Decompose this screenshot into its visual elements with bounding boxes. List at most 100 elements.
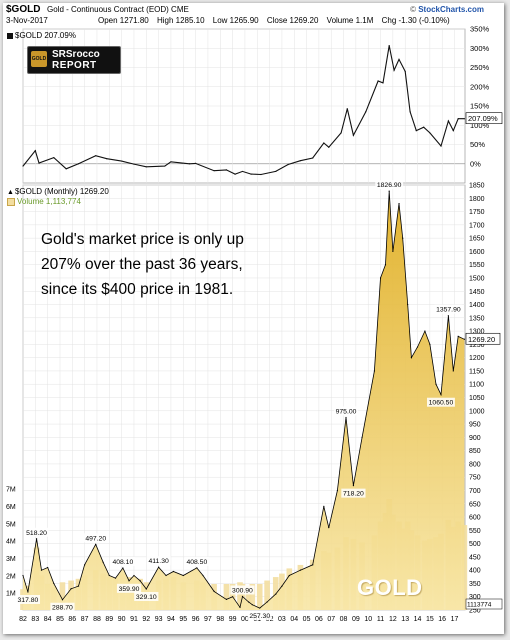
price-point [429,343,431,345]
price-y-tick-label: 550 [469,528,481,535]
gold-watermark-label: GOLD [357,575,423,600]
price-data-label: 1060.50 [429,400,454,407]
percent-point [77,163,80,165]
x-tick-label: 82 [19,616,27,623]
price-y-tick-label: 600 [469,515,481,522]
percent-point [241,170,244,173]
logo-line1: SRSrocco [52,49,100,60]
price-point [196,567,198,569]
logo-line2: REPORT [52,60,97,71]
price-point [95,543,97,545]
percent-point [352,134,355,136]
percent-point [65,168,67,170]
price-y-tick-label: 350 [469,581,481,588]
price-data-label: 975.00 [336,408,357,415]
price-y-tick-label: 1800 [469,196,485,203]
price-data-label-bg [83,533,108,543]
price-point [281,585,283,587]
price-data-label: 317.80 [18,597,39,604]
percent-y-tick-label: 200% [470,82,490,91]
chart-canvas: 0% 50% 100% 150% 200% 250% 300% 350% 207.09% 250 3… [6,25,503,623]
percent-point [404,70,406,72]
gold-bar-icon: GOLD [31,51,47,67]
price-data-label: 718.20 [343,491,364,498]
annotation-layer: 518.20 317.80 288.70 497.20 408.10 359.90329.… [15,180,463,621]
x-tick-label: 04 [290,616,298,623]
price-point [361,436,363,438]
volume-current-value: 1113774 [467,602,492,609]
price-data-label-bg [341,488,366,498]
annotation-line-1: Gold's market price is only up [41,231,244,248]
price-data-label-bg [116,583,142,593]
price-data-label: 300.90 [232,587,253,594]
price-point [336,489,338,492]
percent-point [38,162,40,164]
price-y-tick-label: 1450 [469,289,485,296]
price-y-tick-label: 1550 [469,262,485,269]
percent-point [409,111,411,113]
price-data-label-bg [110,557,135,567]
price-point [202,574,204,577]
x-tick-label: 91 [130,616,138,623]
price-point [410,357,412,359]
percent-point [133,163,135,165]
price-current-value-box [465,332,501,345]
price-point [392,250,394,253]
price-y-tick-label: 1400 [469,302,485,309]
price-data-label: 411.30 [148,558,169,565]
price-y-tick-label: 1650 [469,236,485,243]
x-tick-label: 95 [179,616,187,623]
volume-value: Volume 1.1M [326,16,374,25]
stockcharts-credit[interactable]: © StockCharts.com [410,5,484,14]
percent-point [365,111,367,113]
price-point [114,577,117,579]
volume-bar [264,580,270,610]
x-tick-label: 96 [192,616,200,623]
price-y-tick-label: 1250 [469,342,485,349]
price-y-tick-label: 850 [469,448,481,455]
percent-y-tick-label: 0% [470,159,481,168]
price-point [77,585,80,587]
price-y-tick-label: 1050 [469,395,485,402]
credit-brand: StockCharts.com [418,5,484,14]
percent-point [447,120,449,122]
price-point [384,264,387,266]
x-tick-label: 11 [377,616,384,623]
percent-point [170,161,172,163]
chart-annotation-text: Gold's market price is only up 207% over… [41,227,291,302]
x-tick-label: 09 [352,616,360,623]
x-tick-label: 90 [118,616,126,623]
chart-description: Gold - Continuous Contract (EOD) CME [47,5,189,14]
price-y-tick-label: 750 [469,475,481,482]
high-value: High 1285.10 [156,16,205,25]
price-point [22,574,24,577]
annotation-line-2: 207% over the past 36 years, [41,256,243,273]
price-data-label: 497.20 [85,535,106,542]
price-point [352,485,355,487]
x-tick-label: 85 [56,616,64,623]
price-point [61,599,64,601]
volume-y-tick-label: 5M [6,521,16,528]
percent-point [250,173,252,175]
percent-point [423,126,425,128]
volume-bar [249,584,256,610]
percent-point [388,44,390,47]
price-point [102,561,104,563]
price-point [145,588,147,590]
price-y-tick-label: 800 [469,461,481,468]
open-value: Open 1271.80 [98,16,149,25]
price-point [379,277,382,279]
x-tick-label: 16 [438,616,446,623]
price-y-tick-label: 1350 [469,315,485,322]
price-data-label-bg [230,585,255,595]
percent-point [382,82,384,84]
percent-point [393,69,395,71]
price-data-label-bg [24,527,49,537]
price-point [251,604,253,606]
percent-point [260,173,262,176]
percent-point [440,145,442,147]
volume-series-label: Volume 1,113,774 [17,197,81,206]
percent-point [22,165,24,167]
price-data-label: 1826.90 [377,182,402,189]
volume-bar [59,582,66,610]
